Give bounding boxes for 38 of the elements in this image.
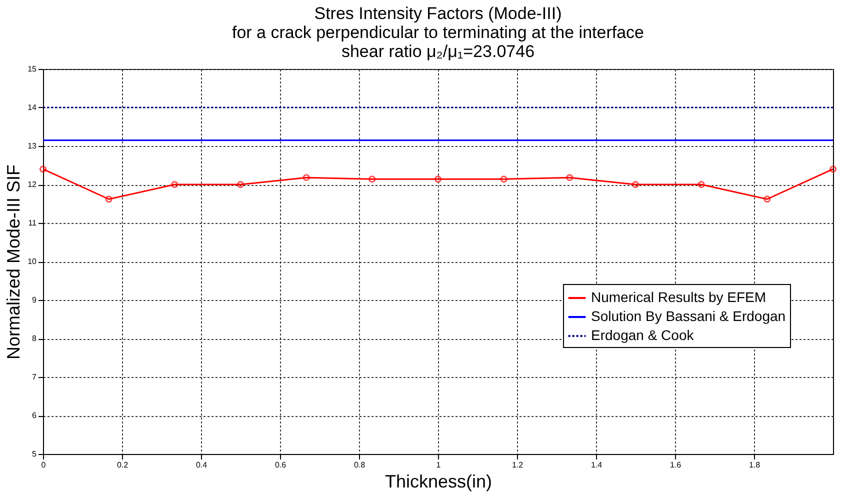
y-tick-label: 12 [28,180,38,189]
y-tick-label: 10 [28,257,38,266]
point [566,174,574,182]
x-tick-label: 1.6 [670,460,682,470]
x-tick-label: 1 [436,460,442,470]
y-tick-label: 14 [28,103,38,112]
y-tick-label: 9 [32,296,38,304]
x-tick-label: 0.6 [274,460,287,470]
point [764,196,771,203]
x-tick-label: 1.2 [512,460,524,470]
legend-label: Erdogan & Cook [591,327,695,343]
point [368,176,376,183]
legend-label: Numerical Results by EFEM [591,289,766,305]
x-tick-label: 0 [41,460,46,470]
point [105,196,112,203]
y-tick-label: 8 [32,334,38,343]
y-tick-label: 6 [32,411,38,420]
point [500,176,508,183]
y-axis-title: Normalized Mode-III SIF [4,164,24,360]
y-tick-label: 5 [32,450,38,458]
x-tick-label: 0.4 [196,460,208,470]
x-tick-label: 0.8 [354,460,366,470]
chart-title: Stres Intensity Factors (Mode-III) for a crack perpendicular to terminating at the interface shear ratio μ₂/μ₁=23.0746 [232,4,644,61]
y-tick-label: 7 [32,372,38,382]
y-tick-label: 15 [28,64,38,74]
x-tick-label: 0.2 [116,460,129,470]
point [632,181,639,188]
x-tick-label: 1.4 [590,460,603,470]
y-tick-label: 11 [28,218,38,228]
point [237,181,244,188]
point [302,174,310,182]
legend-label: Solution By Bassani & Erdogan [591,308,786,324]
point [171,181,178,188]
point [698,181,705,188]
point [434,176,442,183]
y-tick-label: 13 [28,142,38,150]
x-tick-label: 1.8 [748,460,761,470]
x-axis-title: Thickness(in) [384,472,492,492]
